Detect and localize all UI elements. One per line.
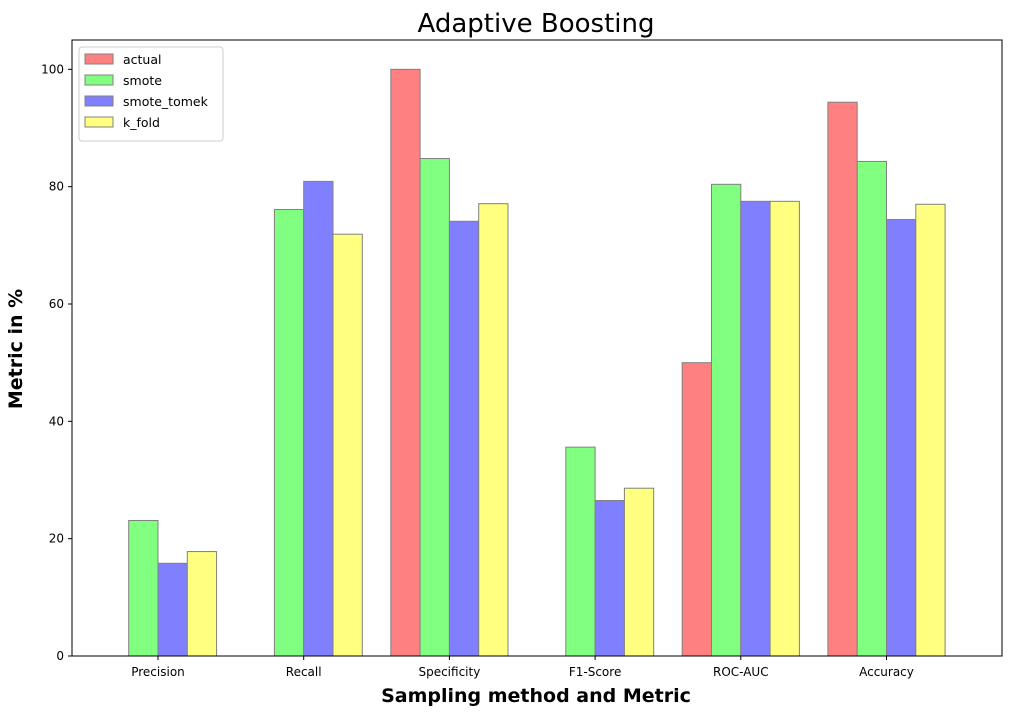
legend-label-actual: actual — [123, 52, 162, 67]
y-tick-label: 40 — [49, 414, 64, 428]
y-tick-label: 100 — [41, 62, 64, 76]
bar-k_fold-f1-score — [623, 487, 655, 657]
bar-smote_tomek-precision — [157, 562, 188, 657]
legend-swatch-k_fold — [84, 116, 114, 128]
bar-k_fold-specificity — [478, 203, 509, 657]
chart-title: Adaptive Boosting — [418, 9, 655, 39]
bar-smote_tomek-roc-auc — [740, 200, 771, 657]
bar-smote_tomek-f1-score — [594, 500, 625, 657]
bars-group — [128, 68, 946, 657]
y-tick-label: 80 — [49, 180, 64, 194]
bar-smote-recall — [273, 209, 305, 657]
bar-smote_tomek-specificity — [448, 220, 480, 657]
bar-smote-roc-auc — [711, 183, 742, 657]
legend-label-smote: smote — [123, 73, 162, 88]
legend-swatch-smote — [84, 74, 114, 86]
y-tick-label: 20 — [49, 532, 64, 546]
x-axis-ticks: Precision Recall Specificity F1-Score ROC-AU… — [131, 656, 914, 679]
x-tick-label: Precision — [131, 665, 185, 679]
x-axis-label: Sampling method and Metric — [381, 685, 691, 707]
legend-swatch-smote_tomek — [84, 95, 114, 107]
x-tick-label: Recall — [286, 665, 322, 679]
bar-smote-f1-score — [565, 446, 596, 657]
legend: actual smote smote_tomek k_fold — [78, 46, 224, 142]
bar-smote_tomek-accuracy — [886, 219, 917, 657]
legend-label-smote_tomek: smote_tomek — [123, 94, 209, 109]
bar-k_fold-roc-auc — [769, 200, 800, 657]
bar-k_fold-recall — [332, 233, 363, 657]
plot-frame — [71, 39, 1003, 657]
legend-box — [78, 46, 224, 142]
y-axis-ticks: 0 20 40 60 80 100 — [41, 62, 72, 663]
bar-smote-accuracy — [856, 160, 888, 657]
bar-k_fold-accuracy — [915, 203, 946, 657]
x-tick-label: F1-Score — [569, 665, 621, 679]
bar-actual-specificity — [390, 68, 421, 657]
x-tick-label: Specificity — [418, 665, 480, 679]
legend-label-k_fold: k_fold — [123, 115, 160, 130]
y-tick-label: 60 — [49, 297, 64, 311]
bar-k_fold-precision — [186, 551, 218, 657]
legend-swatch-actual — [84, 53, 114, 65]
bar-smote-specificity — [419, 158, 450, 657]
x-tick-label: ROC-AUC — [713, 665, 769, 679]
bar-smote_tomek-recall — [303, 180, 334, 657]
x-tick-label: Accuracy — [859, 665, 914, 679]
bar-smote-precision — [128, 519, 159, 657]
bar-actual-roc-auc — [681, 362, 713, 657]
y-axis-label: Metric in % — [5, 289, 27, 409]
bar-actual-accuracy — [827, 101, 858, 657]
y-tick-label: 0 — [56, 649, 64, 663]
